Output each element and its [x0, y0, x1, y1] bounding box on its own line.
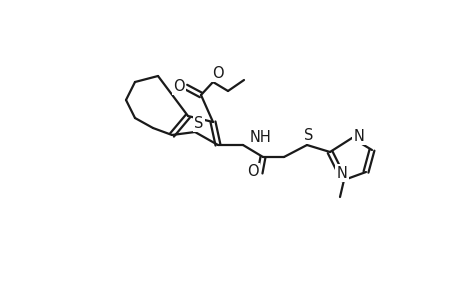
Text: O: O — [173, 79, 185, 94]
Text: N: N — [353, 128, 364, 143]
Text: NH: NH — [249, 130, 271, 145]
Text: S: S — [304, 128, 313, 142]
Text: S: S — [194, 116, 203, 130]
Text: N: N — [336, 166, 347, 181]
Text: O: O — [246, 164, 258, 179]
Text: O: O — [212, 65, 224, 80]
